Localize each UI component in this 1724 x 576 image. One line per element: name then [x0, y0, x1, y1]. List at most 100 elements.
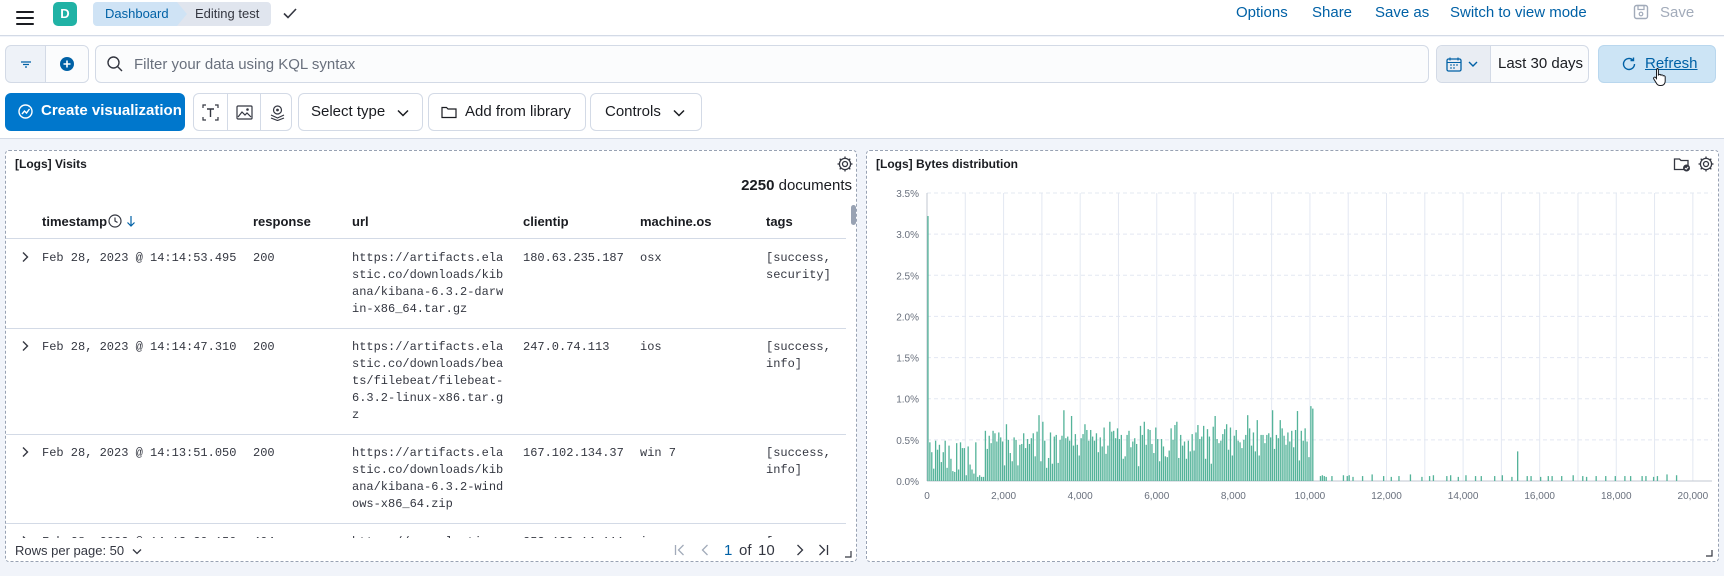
filter-options-button[interactable] [6, 46, 46, 82]
previous-page-icon[interactable] [698, 543, 712, 557]
save-as-link[interactable]: Save as [1375, 4, 1430, 21]
histogram-bar [1003, 465, 1006, 481]
total-pages[interactable]: 10 [758, 542, 775, 559]
histogram-bar [1049, 432, 1052, 481]
column-header-response[interactable]: response [253, 214, 311, 229]
quick-menu-button[interactable] [1437, 46, 1491, 82]
x-tick-label: 6,000 [1144, 491, 1169, 502]
histogram-bar [1208, 436, 1211, 481]
expand-row-icon[interactable] [19, 340, 31, 352]
histogram-bar [1480, 476, 1482, 481]
column-header-machine-os[interactable]: machine.os [640, 214, 712, 229]
filter-button-group [5, 45, 89, 83]
histogram-bar [1260, 434, 1262, 481]
sort-descending-icon[interactable] [126, 214, 136, 228]
save-button[interactable]: Save [1660, 4, 1695, 21]
histogram-bar [1109, 421, 1111, 481]
histogram-bar [1095, 433, 1098, 481]
add-maps-button[interactable] [260, 94, 293, 130]
hamburger-menu-icon[interactable] [14, 7, 36, 29]
histogram-bar [1323, 476, 1325, 481]
histogram-bar [1036, 431, 1038, 481]
expand-row-icon[interactable] [19, 446, 31, 458]
create-visualization-button[interactable]: Create visualization [5, 93, 185, 131]
column-header-clientip[interactable]: clientip [523, 214, 569, 229]
histogram-bar [1210, 463, 1212, 481]
histogram-bar [1030, 438, 1033, 481]
histogram-bar [1224, 429, 1226, 481]
histogram-bar [944, 440, 946, 481]
visits-panel: [Logs] Visits 2250 documents timestamp r… [5, 150, 857, 562]
share-link[interactable]: Share [1312, 4, 1353, 21]
histogram-bar [1252, 432, 1255, 481]
kql-search-input[interactable] [134, 46, 1414, 82]
next-page-icon[interactable] [793, 543, 807, 557]
cell-timestamp: Feb 28, 2023 @ 14:14:47.310 [42, 340, 237, 354]
resize-handle-icon[interactable] [1705, 549, 1713, 557]
histogram-bar [1147, 429, 1149, 481]
histogram-bar [1053, 436, 1055, 481]
histogram-bar [1193, 450, 1195, 481]
histogram-bar [940, 462, 943, 481]
histogram-bar [1248, 428, 1251, 481]
column-header-timestamp[interactable]: timestamp [42, 214, 108, 229]
breadcrumb-dashboard[interactable]: Dashboard [93, 2, 191, 26]
histogram-bar [1352, 476, 1354, 481]
add-from-library-button[interactable]: Add from library [428, 93, 586, 131]
histogram-bar [1308, 457, 1310, 481]
histogram-bar [1137, 466, 1140, 481]
histogram-bar [975, 442, 977, 481]
add-filter-button[interactable] [46, 46, 88, 82]
column-header-tags[interactable]: tags [766, 214, 793, 229]
create-visualization-label: Create visualization [41, 102, 182, 119]
expand-row-icon[interactable] [19, 251, 31, 263]
histogram-bar [1572, 475, 1574, 481]
histogram-bar [1132, 441, 1134, 481]
histogram-bar [948, 445, 950, 481]
histogram-bar [1561, 476, 1563, 481]
histogram-bar [1158, 461, 1161, 481]
histogram-bar [1645, 476, 1647, 481]
x-tick-label: 0 [924, 491, 930, 502]
histogram-bar [990, 443, 992, 481]
histogram-bar [1097, 452, 1100, 481]
gear-icon[interactable] [1697, 155, 1715, 173]
resize-handle-icon[interactable] [844, 550, 852, 558]
grid-scrollbar[interactable] [851, 205, 856, 225]
column-header-url[interactable]: url [352, 214, 369, 229]
space-avatar[interactable]: D [53, 2, 77, 26]
cell-tags: [success, info] [766, 446, 831, 477]
controls-button[interactable]: Controls [590, 93, 702, 131]
date-range-text[interactable]: Last 30 days [1498, 55, 1584, 72]
histogram-bar [1325, 476, 1327, 481]
histogram-bar [1044, 440, 1046, 481]
histogram-bar [1116, 428, 1119, 481]
folder-check-icon[interactable] [1673, 155, 1691, 173]
histogram-bar [1061, 435, 1063, 481]
select-type-button[interactable]: Select type [298, 93, 423, 131]
current-page[interactable]: 1 [724, 542, 733, 559]
histogram-bar [1287, 432, 1289, 481]
cell-response: 200 [253, 251, 275, 265]
histogram-bar [961, 448, 964, 481]
histogram-bar [1214, 415, 1216, 481]
options-link[interactable]: Options [1236, 4, 1288, 21]
first-page-icon[interactable] [673, 543, 687, 557]
rows-per-page-selector[interactable]: Rows per page: 50 [15, 543, 142, 558]
switch-to-view-mode-link[interactable]: Switch to view mode [1450, 4, 1587, 21]
histogram-bar [1168, 450, 1170, 481]
histogram-bar [1277, 438, 1279, 481]
cell-response: 200 [253, 340, 275, 354]
histogram-bar [1449, 475, 1452, 481]
histogram-bar [1212, 426, 1214, 481]
last-page-icon[interactable] [816, 543, 830, 557]
add-from-library-label: Add from library [465, 103, 571, 120]
add-image-button[interactable] [227, 94, 260, 130]
histogram-bar [1279, 420, 1281, 481]
add-text-button[interactable] [194, 94, 227, 130]
kql-search-box [95, 45, 1429, 83]
document-count-label: documents [774, 177, 852, 194]
gear-icon[interactable] [836, 155, 854, 173]
histogram-bar [1271, 410, 1274, 481]
histogram-bar [1068, 440, 1071, 481]
